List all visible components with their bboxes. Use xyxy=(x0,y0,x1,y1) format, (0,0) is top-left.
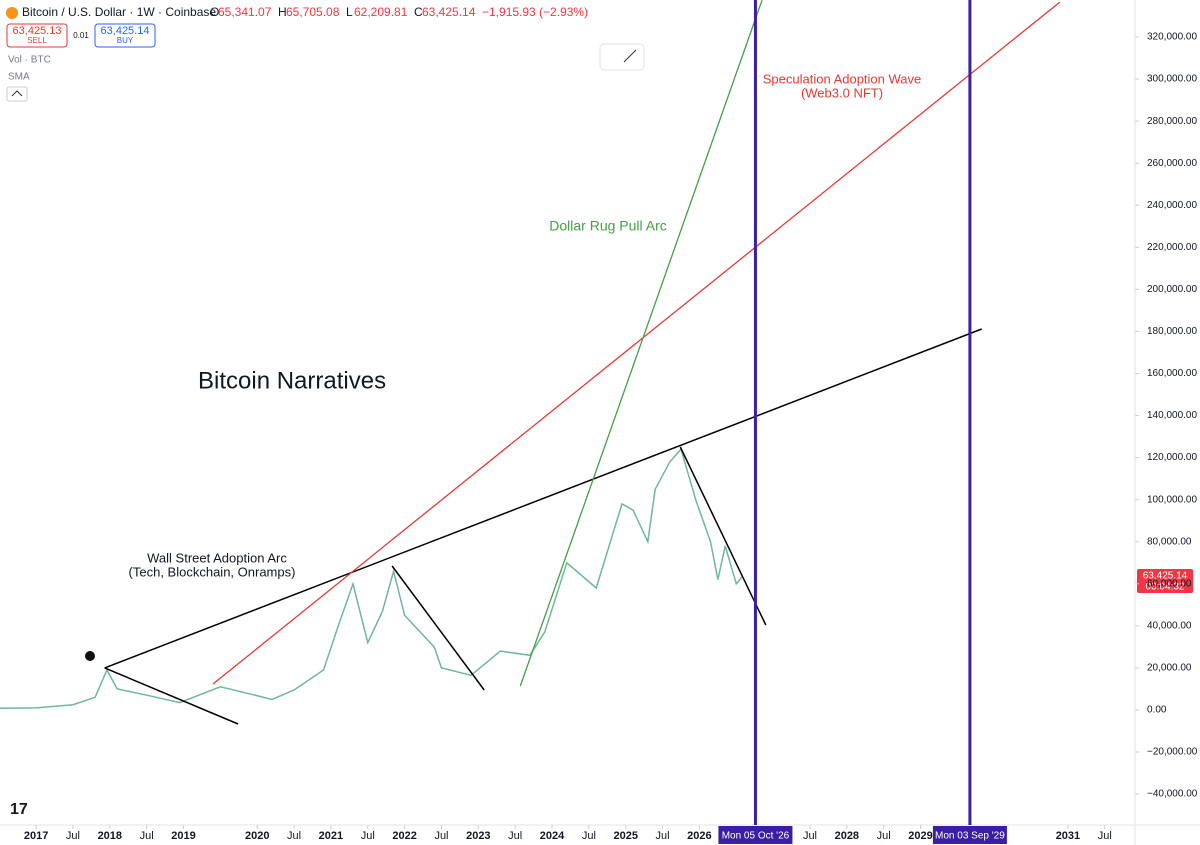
trend-line xyxy=(679,446,767,626)
x-tick-label: Jul xyxy=(656,830,670,842)
x-tick-label: Jul xyxy=(140,830,154,842)
y-tick-label: 180,000.00 xyxy=(1147,326,1197,337)
x-tick-label: Jul xyxy=(508,830,522,842)
coin-icon xyxy=(6,7,18,19)
x-tick-label: Jul xyxy=(1098,830,1112,842)
line-tool-icon xyxy=(623,49,637,63)
ohlc-value: 65,705.08 xyxy=(286,5,340,19)
annotation: Speculation Adoption Wave xyxy=(763,71,922,86)
y-tick-label: 40,000.00 xyxy=(1147,620,1192,631)
y-tick-label: 320,000.00 xyxy=(1147,32,1197,43)
price-axis-bg xyxy=(1135,0,1200,845)
price-tag-countdown: 03:04:32 xyxy=(1146,582,1185,593)
trend-line xyxy=(104,667,239,725)
x-tick-label: 2018 xyxy=(98,830,122,842)
sell-price: 63,425.13 xyxy=(13,25,62,37)
chart-title: Bitcoin Narratives xyxy=(198,367,386,394)
y-tick-label: 260,000.00 xyxy=(1147,158,1197,169)
symbol: Bitcoin / U.S. Dollar · 1W · Coinbase xyxy=(22,5,216,19)
ohlc-value: 65,341.07 xyxy=(218,5,272,19)
x-tick-label: 2028 xyxy=(835,830,859,842)
x-tick-label: Jul xyxy=(361,830,375,842)
ohlc-key: C xyxy=(414,5,423,19)
trend-line xyxy=(212,1,1061,685)
x-tick-label: Jul xyxy=(434,830,448,842)
collapse-icon xyxy=(11,90,23,97)
ohlc-value: 62,209.81 xyxy=(354,5,408,19)
y-tick-label: 20,000.00 xyxy=(1147,663,1192,674)
y-tick-label: −40,000.00 xyxy=(1147,789,1198,800)
drawing-toolbar[interactable] xyxy=(599,43,645,71)
change: −1,915.93 (−2.93%) xyxy=(482,5,588,19)
y-tick-label: 240,000.00 xyxy=(1147,200,1197,211)
y-tick-label: −20,000.00 xyxy=(1147,747,1198,758)
x-tick-label: 2029 xyxy=(908,830,932,842)
y-tick-label: 160,000.00 xyxy=(1147,368,1197,379)
x-tick-label: 2025 xyxy=(613,830,637,842)
vol-indicator: Vol · BTC xyxy=(8,55,51,66)
price-tag-value: 63,425.14 xyxy=(1143,571,1188,582)
collapse-button[interactable] xyxy=(6,86,28,102)
y-tick-label: 80,000.00 xyxy=(1147,536,1192,547)
x-tick-label: Jul xyxy=(66,830,80,842)
y-tick-label: 0.00 xyxy=(1147,705,1167,716)
price-line xyxy=(0,447,743,710)
buy-label: BUY xyxy=(117,36,134,45)
ohlc-key: H xyxy=(278,5,287,19)
annotation: (Tech, Blockchain, Onramps) xyxy=(129,564,296,579)
price-tag xyxy=(1137,569,1193,593)
x-tick-label: 2020 xyxy=(245,830,269,842)
ohlc-value: 63,425.14 xyxy=(422,5,476,19)
y-tick-label: 140,000.00 xyxy=(1147,410,1197,421)
date-label: Mon 05 Oct '26 xyxy=(722,831,790,842)
y-tick-label: 280,000.00 xyxy=(1147,116,1197,127)
x-tick-label: 2021 xyxy=(319,830,343,842)
date-label: Mon 03 Sep '29 xyxy=(935,831,1005,842)
x-tick-label: 2022 xyxy=(392,830,416,842)
alert-icon xyxy=(85,651,95,661)
trend-line xyxy=(519,0,763,687)
y-tick-label: 120,000.00 xyxy=(1147,452,1197,463)
sell-label: SELL xyxy=(27,36,47,45)
y-tick-label: 300,000.00 xyxy=(1147,74,1197,85)
x-tick-label: 2024 xyxy=(540,830,565,842)
ohlc-key: O xyxy=(210,5,219,19)
y-tick-label: 100,000.00 xyxy=(1147,494,1197,505)
x-tick-label: 2031 xyxy=(1056,830,1080,842)
x-tick-label: Jul xyxy=(582,830,596,842)
spread: 0.01 xyxy=(73,31,89,40)
x-tick-label: 2023 xyxy=(466,830,490,842)
y-tick-label: 220,000.00 xyxy=(1147,242,1197,253)
x-tick-label: Jul xyxy=(803,830,817,842)
logo: 17 xyxy=(10,801,28,818)
date-label-bg xyxy=(932,826,1007,844)
x-tick-label: 2017 xyxy=(24,830,48,842)
trend-line xyxy=(391,565,485,691)
y-tick-label: 200,000.00 xyxy=(1147,284,1197,295)
x-tick-label: Jul xyxy=(287,830,301,842)
sell-button[interactable] xyxy=(6,23,68,48)
plot xyxy=(0,0,1061,725)
ohlc: O65,341.07 H 65,705.08 L 62,209.81 C 63,425.14 xyxy=(210,5,476,19)
buy-button[interactable] xyxy=(94,23,156,48)
annotation: Dollar Rug Pull Arc xyxy=(549,218,667,234)
ohlc-key: L xyxy=(346,5,353,19)
annotation: (Web3.0 NFT) xyxy=(801,85,883,100)
annotation: Wall Street Adoption Arc xyxy=(147,550,287,565)
sma-indicator: SMA xyxy=(8,72,30,83)
x-tick-label: Jul xyxy=(877,830,891,842)
buy-price: 63,425.14 xyxy=(101,25,150,37)
y-tick-label: 60,000.00 xyxy=(1147,578,1192,589)
date-label-bg xyxy=(718,826,793,844)
x-tick-label: 2026 xyxy=(687,830,711,842)
trend-line xyxy=(104,328,982,669)
x-tick-label: 2019 xyxy=(171,830,195,842)
